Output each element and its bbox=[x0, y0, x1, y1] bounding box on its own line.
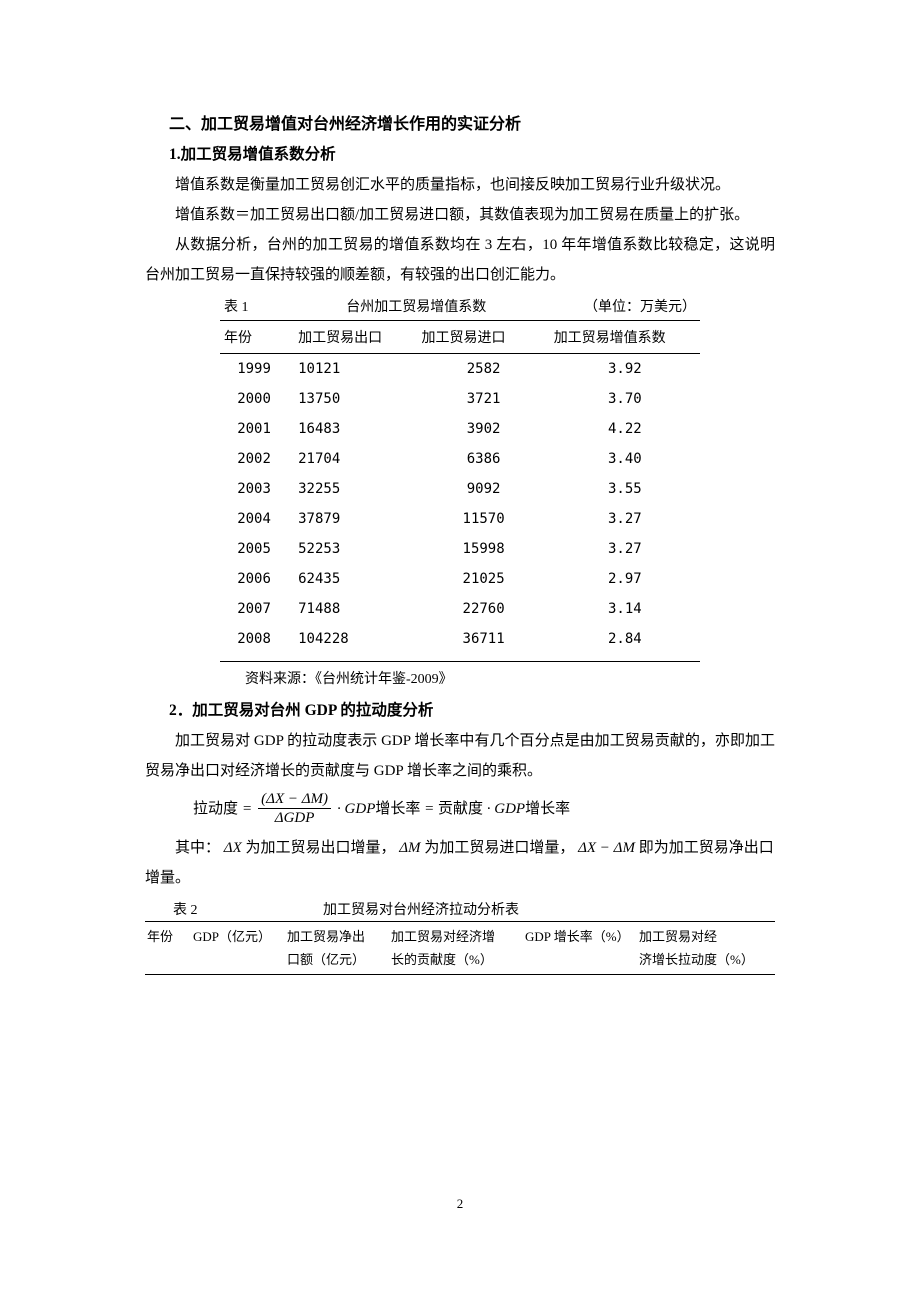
cell-import: 36711 bbox=[418, 624, 550, 662]
cell-export: 104228 bbox=[288, 624, 417, 662]
cell-import: 3721 bbox=[418, 384, 550, 414]
table-1-unit: （单位：万美元） bbox=[584, 296, 696, 316]
formula-tail: · GDP增长率 = 贡献度 · GDP增长率 bbox=[337, 800, 570, 818]
cell-year: 2001 bbox=[220, 414, 288, 444]
cell-coef: 3.70 bbox=[550, 384, 700, 414]
subsection-1-title: 1.加工贸易增值系数分析 bbox=[169, 142, 775, 164]
paragraph-1: 增值系数是衡量加工贸易创汇水平的质量指标，也间接反映加工贸易行业升级状况。 bbox=[145, 170, 775, 200]
p5a: 其中： bbox=[175, 840, 220, 856]
cell-coef: 3.92 bbox=[550, 354, 700, 385]
t2-h4b: 长的贡献度（%） bbox=[389, 945, 523, 975]
th-year: 年份 bbox=[220, 321, 288, 354]
cell-export: 62435 bbox=[288, 564, 417, 594]
formula-lead: 拉动度 bbox=[193, 800, 238, 818]
cell-import: 2582 bbox=[418, 354, 550, 385]
cell-import: 22760 bbox=[418, 594, 550, 624]
formula-numerator: (ΔX − ΔM) bbox=[258, 790, 331, 809]
cell-coef: 2.84 bbox=[550, 624, 700, 662]
p5b: 为加工贸易出口增量， bbox=[245, 840, 395, 856]
delta-m: ΔM bbox=[399, 840, 420, 856]
t2-h3b: 口额（亿元） bbox=[285, 945, 389, 975]
cell-coef: 4.22 bbox=[550, 414, 700, 444]
cell-export: 32255 bbox=[288, 474, 417, 504]
page-number: 2 bbox=[0, 1196, 920, 1212]
delta-x: ΔX bbox=[224, 840, 242, 856]
table-row: 20011648339024.22 bbox=[220, 414, 700, 444]
formula-fraction: (ΔX − ΔM) ΔGDP bbox=[258, 790, 331, 827]
cell-export: 10121 bbox=[288, 354, 417, 385]
cell-coef: 3.55 bbox=[550, 474, 700, 504]
table-2-container: 表 2 加工贸易对台州经济拉动分析表 年份 GDP（亿元） 加工贸易净出 加工贸… bbox=[145, 899, 775, 975]
cell-coef: 3.27 bbox=[550, 534, 700, 564]
cell-export: 16483 bbox=[288, 414, 417, 444]
cell-coef: 2.97 bbox=[550, 564, 700, 594]
t2-h1: 年份 bbox=[145, 922, 191, 946]
table-row: 20022170463863.40 bbox=[220, 444, 700, 474]
cell-year: 1999 bbox=[220, 354, 288, 385]
cell-export: 21704 bbox=[288, 444, 417, 474]
cell-import: 21025 bbox=[418, 564, 550, 594]
cell-year: 2005 bbox=[220, 534, 288, 564]
cell-export: 71488 bbox=[288, 594, 417, 624]
table-2-title: 加工贸易对台州经济拉动分析表 bbox=[323, 899, 519, 919]
cell-coef: 3.40 bbox=[550, 444, 700, 474]
cell-year: 2003 bbox=[220, 474, 288, 504]
formula-pull-degree: 拉动度 = (ΔX − ΔM) ΔGDP · GDP增长率 = 贡献度 · GD… bbox=[193, 790, 775, 827]
table-row: 200662435210252.97 bbox=[220, 564, 700, 594]
t2-h6b: 济增长拉动度（%） bbox=[637, 945, 775, 975]
cell-year: 2006 bbox=[220, 564, 288, 594]
cell-year: 2000 bbox=[220, 384, 288, 414]
table-1-label: 表 1 bbox=[224, 296, 249, 316]
formula-denominator: ΔGDP bbox=[272, 809, 318, 827]
table-1: 年份 加工贸易出口 加工贸易进口 加工贸易增值系数 19991012125823… bbox=[220, 320, 700, 662]
table-1-source: 资料来源：《台州统计年鉴-2009》 bbox=[245, 668, 775, 688]
table-row: 200771488227603.14 bbox=[220, 594, 700, 624]
th-export: 加工贸易出口 bbox=[288, 321, 417, 354]
table-row: 200552253159983.27 bbox=[220, 534, 700, 564]
p5c: 为加工贸易进口增量， bbox=[424, 840, 574, 856]
table-2: 年份 GDP（亿元） 加工贸易净出 加工贸易对经济增 GDP 增长率（%） 加工… bbox=[145, 921, 775, 975]
t2-h2: GDP（亿元） bbox=[191, 922, 285, 946]
t2-h6a: 加工贸易对经 bbox=[637, 922, 775, 946]
cell-import: 11570 bbox=[418, 504, 550, 534]
table-row: 2008104228367112.84 bbox=[220, 624, 700, 662]
table-2-label: 表 2 bbox=[173, 899, 323, 919]
cell-year: 2007 bbox=[220, 594, 288, 624]
table-1-container: 表 1 台州加工贸易增值系数 （单位：万美元） 年份 加工贸易出口 加工贸易进口… bbox=[220, 296, 700, 662]
cell-year: 2002 bbox=[220, 444, 288, 474]
table-row: 20001375037213.70 bbox=[220, 384, 700, 414]
cell-export: 52253 bbox=[288, 534, 417, 564]
cell-year: 2004 bbox=[220, 504, 288, 534]
th-coef: 加工贸易增值系数 bbox=[550, 321, 700, 354]
cell-year: 2008 bbox=[220, 624, 288, 662]
cell-import: 9092 bbox=[418, 474, 550, 504]
section-title: 二、加工贸易增值对台州经济增长作用的实证分析 bbox=[169, 110, 775, 134]
subsection-2-title: 2．加工贸易对台州 GDP 的拉动度分析 bbox=[169, 698, 775, 720]
table-2-caption: 表 2 加工贸易对台州经济拉动分析表 bbox=[145, 899, 775, 919]
cell-coef: 3.14 bbox=[550, 594, 700, 624]
cell-export: 13750 bbox=[288, 384, 417, 414]
cell-import: 6386 bbox=[418, 444, 550, 474]
t2-h5: GDP 增长率（%） bbox=[523, 922, 637, 946]
th-import: 加工贸易进口 bbox=[418, 321, 550, 354]
cell-import: 3902 bbox=[418, 414, 550, 444]
cell-export: 37879 bbox=[288, 504, 417, 534]
table-row: 200437879115703.27 bbox=[220, 504, 700, 534]
table-1-title: 台州加工贸易增值系数 bbox=[346, 296, 486, 316]
cell-import: 15998 bbox=[418, 534, 550, 564]
cell-coef: 3.27 bbox=[550, 504, 700, 534]
paragraph-2: 增值系数＝加工贸易出口额/加工贸易进口额，其数值表现为加工贸易在质量上的扩张。 bbox=[145, 200, 775, 230]
t2-h3a: 加工贸易净出 bbox=[285, 922, 389, 946]
t2-h4a: 加工贸易对经济增 bbox=[389, 922, 523, 946]
table-row: 20033225590923.55 bbox=[220, 474, 700, 504]
page: 二、加工贸易增值对台州经济增长作用的实证分析 1.加工贸易增值系数分析 增值系数… bbox=[0, 0, 920, 1302]
paragraph-3: 从数据分析，台州的加工贸易的增值系数均在 3 左右，10 年年增值系数比较稳定，… bbox=[145, 230, 775, 290]
paragraph-5: 其中： ΔX 为加工贸易出口增量， ΔM 为加工贸易进口增量， ΔX − ΔM … bbox=[145, 833, 775, 893]
delta-x-m: ΔX − ΔM bbox=[578, 840, 635, 856]
table-row: 19991012125823.92 bbox=[220, 354, 700, 385]
paragraph-4: 加工贸易对 GDP 的拉动度表示 GDP 增长率中有几个百分点是由加工贸易贡献的… bbox=[145, 726, 775, 786]
table-1-caption: 表 1 台州加工贸易增值系数 （单位：万美元） bbox=[220, 296, 700, 320]
formula-eq: = bbox=[242, 800, 252, 818]
